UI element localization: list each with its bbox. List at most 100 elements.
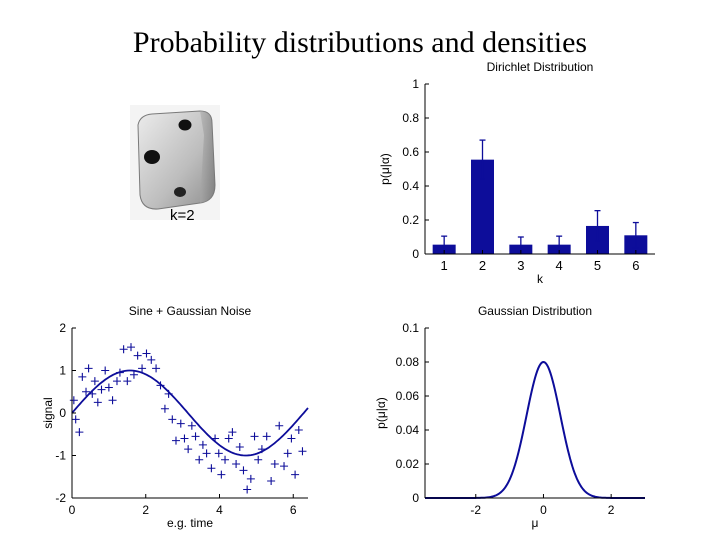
sine-noise-point bbox=[221, 455, 230, 464]
sine-noise-point bbox=[93, 398, 102, 407]
sine-noise-point bbox=[104, 383, 113, 392]
dirichlet-y-tick-label: 1 bbox=[412, 77, 419, 91]
die-photo bbox=[130, 105, 220, 220]
die-label: k=2 bbox=[170, 207, 195, 224]
dirichlet-y-tick-label: 0 bbox=[412, 247, 419, 261]
gaussian-y-tick-label: 0.02 bbox=[396, 457, 420, 471]
sine-noise-point bbox=[164, 389, 173, 398]
sine-noise-point bbox=[108, 396, 117, 405]
dirichlet-y-tick-label: 0.8 bbox=[402, 111, 419, 125]
sine-noise-point bbox=[152, 364, 161, 373]
sine-noise-point bbox=[217, 470, 226, 479]
sine-noise-point bbox=[270, 460, 279, 468]
dirichlet-x-tick-label: 1 bbox=[441, 258, 448, 273]
sine-noise-point bbox=[142, 349, 151, 358]
sine-noise-point bbox=[191, 432, 200, 441]
gaussian-y-label: p(μ|α) bbox=[374, 397, 388, 429]
gaussian-x-tick-label: 2 bbox=[608, 503, 615, 517]
sine-noise-point bbox=[202, 449, 211, 458]
gaussian-curve bbox=[425, 360, 645, 499]
sine-noise-point bbox=[69, 396, 78, 405]
dirichlet-x-tick-label: 4 bbox=[556, 258, 563, 273]
sine-noise-point bbox=[156, 381, 165, 390]
sine-noise-point bbox=[275, 421, 284, 430]
sine-noise-point bbox=[112, 377, 121, 386]
dirichlet-y-label: p(μ|α) bbox=[378, 153, 392, 185]
gaussian-x-label: μ bbox=[532, 516, 539, 530]
sine-noise-point bbox=[257, 445, 266, 454]
gaussian-y-tick-label: 0.06 bbox=[396, 389, 420, 403]
sine-noise-point bbox=[180, 434, 189, 443]
sine-x-tick-label: 6 bbox=[290, 503, 297, 517]
sine-y-tick-label: -2 bbox=[55, 491, 66, 505]
sine-noise-point bbox=[147, 355, 156, 364]
sine-noise-point bbox=[160, 404, 169, 413]
sine-noise-point bbox=[88, 389, 97, 398]
sine-noise-point bbox=[119, 345, 128, 354]
sine-y-label: signal bbox=[41, 397, 55, 428]
sine-noise-point bbox=[232, 460, 241, 468]
sine-y-tick-label: 2 bbox=[59, 321, 66, 335]
sine-noise-point bbox=[224, 434, 233, 443]
sine-noise-point bbox=[267, 477, 276, 485]
sine-noise-point bbox=[184, 445, 193, 454]
sine-noise-point bbox=[291, 470, 300, 479]
gaussian-y-tick-label: 0.1 bbox=[402, 321, 419, 335]
dirichlet-x-tick-label: 6 bbox=[632, 258, 639, 273]
dirichlet-title: Dirichlet Distribution bbox=[487, 60, 594, 74]
sine-noise-point bbox=[195, 455, 204, 464]
sine-noise-point bbox=[239, 466, 248, 475]
gaussian-title: Gaussian Distribution bbox=[478, 304, 592, 318]
sine-x-tick-label: 4 bbox=[216, 503, 223, 517]
sine-noise-point bbox=[287, 434, 296, 443]
gaussian-x-tick-label: 0 bbox=[540, 503, 547, 517]
sine-noise-point bbox=[90, 377, 99, 386]
die-pip bbox=[144, 150, 160, 164]
sine-noise-point bbox=[211, 434, 220, 443]
sine-x-tick-label: 0 bbox=[69, 503, 76, 517]
dirichlet-x-tick-label: 5 bbox=[594, 258, 601, 273]
sine-y-tick-label: -1 bbox=[55, 449, 66, 463]
dirichlet-y-tick-label: 0.4 bbox=[402, 179, 419, 193]
sine-noise-point bbox=[78, 372, 87, 381]
sine-noise-point bbox=[243, 485, 252, 494]
gaussian-x-tick-label: -2 bbox=[470, 503, 481, 517]
sine-noise-point bbox=[246, 474, 255, 483]
sine-noise-point bbox=[262, 432, 271, 441]
sine-noise-point bbox=[129, 370, 138, 379]
sine-noise-point bbox=[82, 387, 91, 396]
sine-noise-point bbox=[115, 368, 124, 377]
sine-noise-point bbox=[280, 462, 289, 471]
sine-noise-point bbox=[235, 443, 244, 451]
sine-x-label: e.g. time bbox=[167, 516, 213, 530]
sine-y-tick-label: 0 bbox=[59, 406, 66, 420]
sine-noise-point bbox=[198, 440, 207, 449]
gaussian-y-tick-label: 0.04 bbox=[396, 423, 420, 437]
sine-noise-point bbox=[250, 432, 259, 441]
sine-noise-point bbox=[133, 351, 142, 360]
sine-noise-point bbox=[75, 428, 84, 437]
sine-noise-point bbox=[228, 428, 237, 437]
sine-noise-point bbox=[294, 426, 303, 434]
sine-curve bbox=[71, 369, 309, 457]
sine-noise-point bbox=[127, 343, 135, 352]
gaussian-y-tick-label: 0.08 bbox=[396, 355, 420, 369]
dirichlet-bar bbox=[471, 159, 494, 254]
sine-noise-point bbox=[298, 447, 307, 456]
sine-x-tick-label: 2 bbox=[142, 503, 149, 517]
sine-noise-point bbox=[214, 449, 223, 458]
dirichlet-x-tick-label: 3 bbox=[517, 258, 524, 273]
slide-title: Probability distributions and densities bbox=[132, 26, 588, 59]
dirichlet-y-tick-label: 0.2 bbox=[402, 213, 419, 227]
gaussian-y-tick-label: 0 bbox=[412, 491, 419, 505]
sine-noise-point bbox=[283, 449, 292, 458]
sine-noise-point bbox=[168, 415, 177, 424]
sine-y-tick-label: 1 bbox=[59, 364, 66, 378]
sine-noise-point bbox=[84, 364, 93, 373]
dirichlet-x-tick-label: 2 bbox=[479, 258, 486, 273]
sine-noise-point bbox=[187, 421, 196, 430]
sine-noise-point bbox=[97, 385, 106, 394]
sine-noise-point bbox=[101, 366, 110, 375]
dirichlet-y-tick-label: 0.6 bbox=[402, 145, 419, 159]
